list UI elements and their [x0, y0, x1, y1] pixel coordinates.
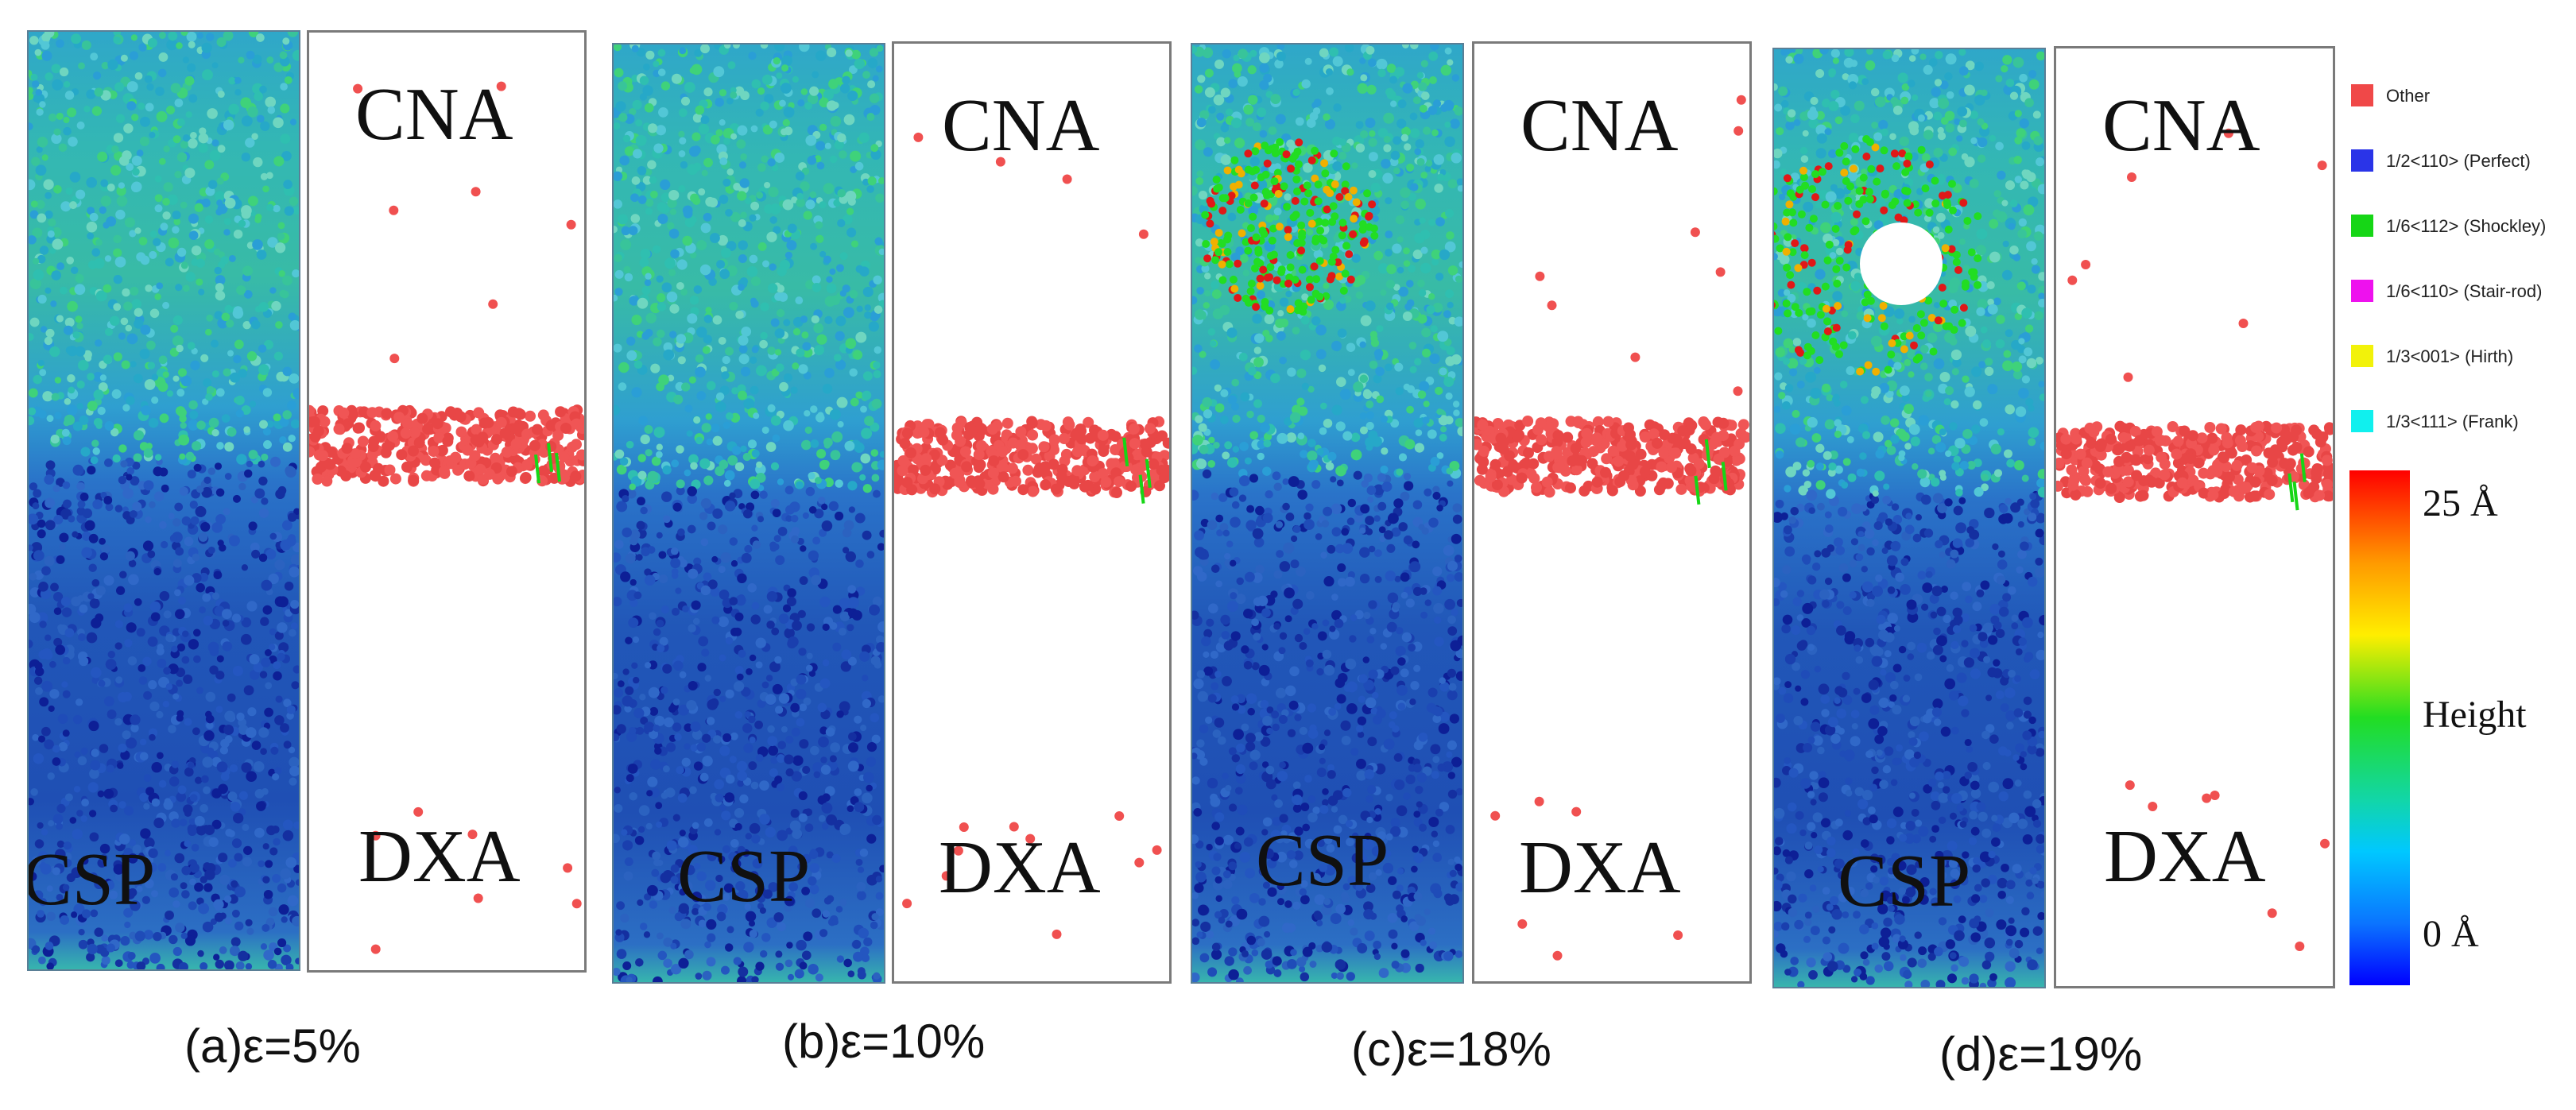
csp-label-c: CSP [1256, 819, 1389, 902]
csp-atoms-c [1192, 44, 1462, 982]
csp-atoms-a [29, 32, 299, 969]
csp-label-b: CSP [677, 835, 811, 918]
legend-label: Other [2386, 86, 2431, 106]
legend-swatch-other [2351, 84, 2373, 106]
legend-label: 1/3<001> (Hirth) [2386, 346, 2514, 366]
cna-atoms-c [1474, 95, 1749, 961]
cna-dxa-panel-b: CNA DXA [892, 41, 1172, 984]
legend-swatch-perfect [2351, 149, 2373, 172]
colorbar-min-label: 0 Å [2423, 913, 2479, 955]
cna-label-a: CNA [355, 73, 513, 156]
cna-label-b: CNA [942, 84, 1100, 167]
dxa-label-d: DXA [2104, 815, 2266, 898]
cna-label-c: CNA [1520, 84, 1679, 167]
csp-label-a: CSP [27, 838, 156, 921]
dxa-label-b: DXA [939, 826, 1101, 909]
legend-swatch-frank [2351, 410, 2373, 432]
colorbar-mid-label: Height [2423, 694, 2527, 736]
colorbar-max-label: 25 Å [2423, 482, 2498, 524]
caption-d: (d)ε=19% [1939, 1027, 2143, 1081]
cna-label-d: CNA [2102, 84, 2260, 167]
caption-b: (b)ε=10% [782, 1015, 986, 1068]
legend-label: 1/6<112> (Shockley) [2386, 216, 2547, 236]
csp-label-d: CSP [1838, 840, 1971, 922]
csp-atoms-b [614, 44, 884, 982]
csp-panel-c: CSP [1191, 43, 1464, 984]
legend-label: 1/2<110> (Perfect) [2386, 151, 2531, 171]
csp-atoms-d [1774, 49, 2044, 987]
cna-atoms-d [2056, 128, 2333, 951]
legend-swatch-stair-rod [2351, 280, 2373, 302]
csp-panel-d: CSP [1772, 48, 2046, 988]
cna-dxa-panel-d: CNA DXA [2054, 46, 2335, 988]
csp-panel-b: CSP [612, 43, 885, 984]
legend-swatch-hirth [2351, 345, 2373, 367]
dxa-label-c: DXA [1519, 826, 1681, 909]
legend-label: 1/6<110> (Stair-rod) [2386, 281, 2543, 301]
csp-panel-a: CSP [27, 30, 300, 971]
caption-a: (a)ε=5% [184, 1019, 361, 1073]
caption-c: (c)ε=18% [1351, 1023, 1551, 1076]
cna-dxa-panel-c: CNA DXA [1472, 41, 1752, 984]
cna-dxa-panel-a: CNA DXA [307, 30, 587, 973]
legend-label: 1/3<111> (Frank) [2386, 412, 2519, 431]
cna-atoms-a [309, 81, 584, 954]
height-colorbar [2349, 470, 2410, 985]
cna-atoms-b [894, 132, 1169, 939]
legend-swatch-shockley [2351, 215, 2373, 237]
dxa-label-a: DXA [358, 815, 521, 898]
